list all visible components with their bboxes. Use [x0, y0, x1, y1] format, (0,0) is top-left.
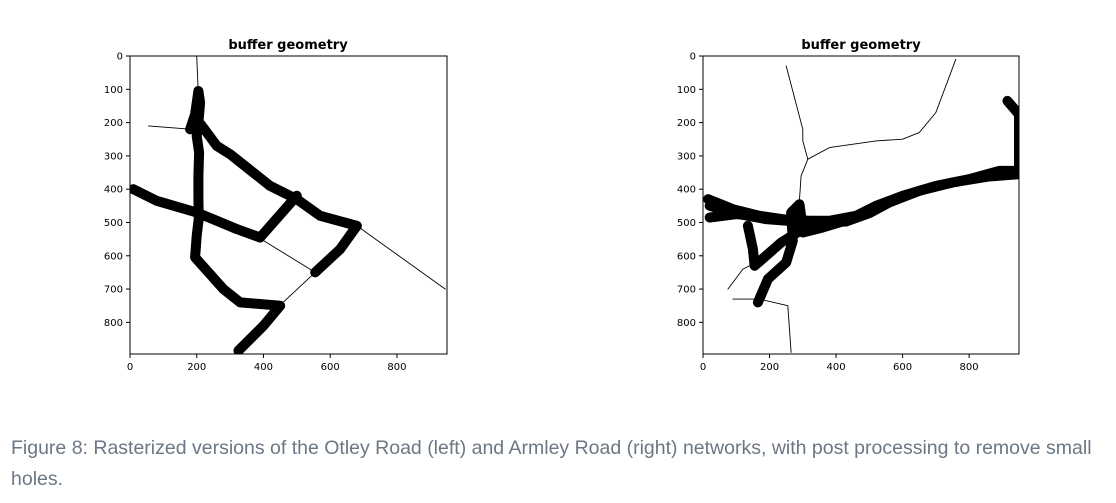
road-segment-buffered [130, 184, 302, 243]
plot-frame [129, 55, 448, 355]
x-tick-label: 600 [893, 362, 912, 373]
y-tick-label: 500 [104, 218, 123, 229]
x-tick-label: 200 [187, 362, 206, 373]
road-network [703, 58, 1019, 353]
axis-ticks: 0 200 400 600 800 0 100 200 300 400 500 600 700 800 [677, 52, 979, 374]
y-tick-label: 400 [104, 185, 123, 196]
panel-armley: buffer geometry 0 200 400 600 800 0 100 200 300 4… [677, 38, 1020, 374]
panel-otley: buffer geometry 0 200 400 600 800 0 100 200 300 4… [104, 38, 448, 374]
road-segment-buffered [704, 209, 795, 226]
road-network [130, 56, 446, 354]
panel-title: buffer geometry [228, 38, 348, 53]
y-tick-label: 800 [677, 318, 696, 329]
x-tick-label: 600 [321, 362, 340, 373]
road-segment-buffered [742, 199, 808, 308]
y-tick-label: 700 [677, 285, 696, 296]
road-segment-thin [258, 237, 316, 273]
x-tick-label: 0 [127, 362, 133, 373]
figure-caption: Figure 8: Rasterized versions of the Otl… [11, 437, 1092, 490]
road-segment-buffered [185, 86, 286, 354]
panel-title: buffer geometry [801, 38, 921, 53]
plot-frame [702, 55, 1020, 355]
road-segment-buffered [1002, 95, 1019, 176]
road-segment-buffered [797, 213, 858, 238]
y-tick-label: 0 [117, 52, 123, 63]
road-segment-thin [799, 158, 809, 200]
figure: buffer geometry 0 200 400 600 800 0 100 200 300 4… [104, 38, 1020, 374]
y-tick-label: 300 [677, 151, 696, 162]
y-tick-label: 200 [677, 118, 696, 129]
x-tick-label: 400 [827, 362, 846, 373]
y-tick-label: 600 [677, 251, 696, 262]
road-segment-thin [732, 298, 792, 353]
y-tick-label: 700 [104, 285, 123, 296]
y-tick-label: 200 [104, 118, 123, 129]
road-segment-thin [785, 65, 809, 160]
x-tick-label: 200 [760, 362, 779, 373]
y-tick-label: 300 [104, 151, 123, 162]
x-tick-label: 800 [387, 362, 406, 373]
road-segment-thin [807, 58, 957, 160]
road-segment-thin [279, 270, 318, 307]
axis-ticks: 0 200 400 600 800 0 100 200 300 400 500 600 700 800 [104, 52, 407, 374]
road-segment-thin [356, 225, 446, 290]
road-segment-thin [147, 125, 193, 130]
y-tick-label: 400 [677, 185, 696, 196]
y-tick-label: 800 [104, 318, 123, 329]
x-tick-label: 400 [254, 362, 273, 373]
x-tick-label: 800 [960, 362, 979, 373]
y-tick-label: 100 [677, 85, 696, 96]
y-tick-label: 600 [104, 251, 123, 262]
y-tick-label: 100 [104, 85, 123, 96]
y-tick-label: 500 [677, 218, 696, 229]
x-tick-label: 0 [700, 362, 706, 373]
y-tick-label: 0 [690, 52, 696, 63]
